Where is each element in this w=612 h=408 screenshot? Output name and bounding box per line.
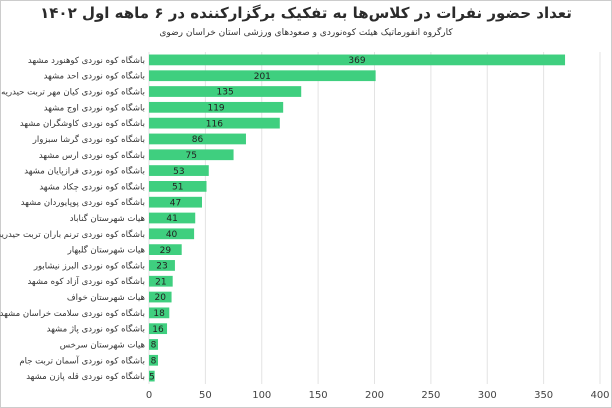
category-label: باشگاه کوه نوردی فرازپایان مشهد <box>24 166 145 177</box>
category-label: هیات شهرستان سرخس <box>60 340 145 350</box>
bar <box>149 86 302 97</box>
bar <box>149 212 196 224</box>
category-label: باشگاه کوه نوردی کیان مهر تربت حیدریه <box>1 87 145 98</box>
bar-value-label: 116 <box>206 119 223 129</box>
bar-value-label: 119 <box>207 104 224 114</box>
bar-value-label: 21 <box>155 277 166 287</box>
category-label: باشگاه کوه نوردی پاژ مشهد <box>47 324 145 335</box>
category-label: باشگاه کوه نوردی سلامت خراسان مشهد <box>0 308 145 319</box>
x-tick-label: 0 <box>146 390 152 401</box>
bar <box>149 275 173 287</box>
category-label: هیات شهرستان گلبهار <box>67 245 145 256</box>
x-tick-label: 100 <box>252 390 271 401</box>
bar <box>149 54 566 66</box>
category-label: باشگاه کوه نوردی ترنم باران تربت حیدریه <box>0 229 145 240</box>
bar-value-label: 75 <box>186 151 197 161</box>
bar-value-label: 51 <box>172 183 183 193</box>
chart-title: تعداد حضور نفرات در کلاس‌ها به تفکیک برگ… <box>40 4 572 22</box>
category-label: باشگاه کوه نوردی پوپایوردان مشهد <box>21 197 145 208</box>
category-label: باشگاه کوه نوردی اوج مشهد <box>44 102 145 113</box>
bar <box>149 244 182 255</box>
bar <box>149 149 234 161</box>
bar <box>149 339 159 350</box>
category-label: باشگاه کوه نوردی ارس مشهد <box>39 150 145 161</box>
x-tick-label: 150 <box>309 390 328 401</box>
chart-subtitle: کارگروه انفورماتیک هیئت کوه‌نوردی و صعود… <box>159 28 453 38</box>
bar-value-label: 47 <box>170 198 181 208</box>
bar <box>149 228 195 240</box>
x-tick-label: 400 <box>590 390 609 401</box>
category-label: هیات شهرستان خواف <box>67 293 145 303</box>
bar <box>149 70 376 82</box>
bar <box>149 181 207 192</box>
category-label: باشگاه کوه نوردی گرشا سبزوار <box>32 134 145 145</box>
x-tick-label: 300 <box>478 390 497 401</box>
bar-value-label: 135 <box>217 88 234 98</box>
bar-value-label: 86 <box>192 135 204 145</box>
bar-value-label: 53 <box>173 167 184 177</box>
bar-value-label: 8 <box>151 356 157 366</box>
category-label: باشگاه کوه نوردی چکاد مشهد <box>39 181 145 192</box>
bar <box>149 354 159 366</box>
bar-value-label: 5 <box>149 372 155 382</box>
category-label: باشگاه کوه نوردی آزاد کوه مشهد <box>27 275 145 287</box>
bar-value-label: 18 <box>153 309 165 319</box>
bar <box>149 370 155 382</box>
category-label: باشگاه کوه نوردی آسمان تربت جام <box>19 354 145 366</box>
bar <box>149 307 170 319</box>
bar-value-label: 41 <box>166 214 177 224</box>
bar <box>149 291 172 303</box>
x-tick-label: 350 <box>534 390 553 401</box>
bar <box>149 323 168 335</box>
bar <box>149 196 202 208</box>
bar <box>149 101 284 113</box>
bar-value-label: 16 <box>152 325 164 335</box>
category-label: هیات شهرستان گناباد <box>70 213 145 224</box>
category-label: باشگاه کوه نوردی کاوشگران مشهد <box>20 118 145 129</box>
bar-value-label: 201 <box>254 72 271 82</box>
bar-value-label: 23 <box>156 262 167 272</box>
bar <box>149 117 280 129</box>
category-label: باشگاه کوه نوردی احد مشهد <box>44 71 145 82</box>
bar <box>149 133 246 145</box>
x-tick-label: 250 <box>421 390 440 401</box>
bar <box>149 165 209 176</box>
category-label: باشگاه کوه نوردی کوهنورد مشهد <box>28 55 145 66</box>
category-label: باشگاه کوه نوردی البرز نیشابور <box>33 260 145 271</box>
x-tick-label: 50 <box>199 390 212 401</box>
x-tick-label: 200 <box>365 390 384 401</box>
bar-value-label: 40 <box>166 230 178 240</box>
bar-value-label: 29 <box>160 246 172 256</box>
bar-value-label: 369 <box>348 56 365 66</box>
bar-value-label: 20 <box>155 293 167 303</box>
bar <box>149 260 175 271</box>
category-label: باشگاه کوه نوردی قله پازن مشهد <box>26 371 145 382</box>
bar-value-label: 8 <box>151 341 157 351</box>
